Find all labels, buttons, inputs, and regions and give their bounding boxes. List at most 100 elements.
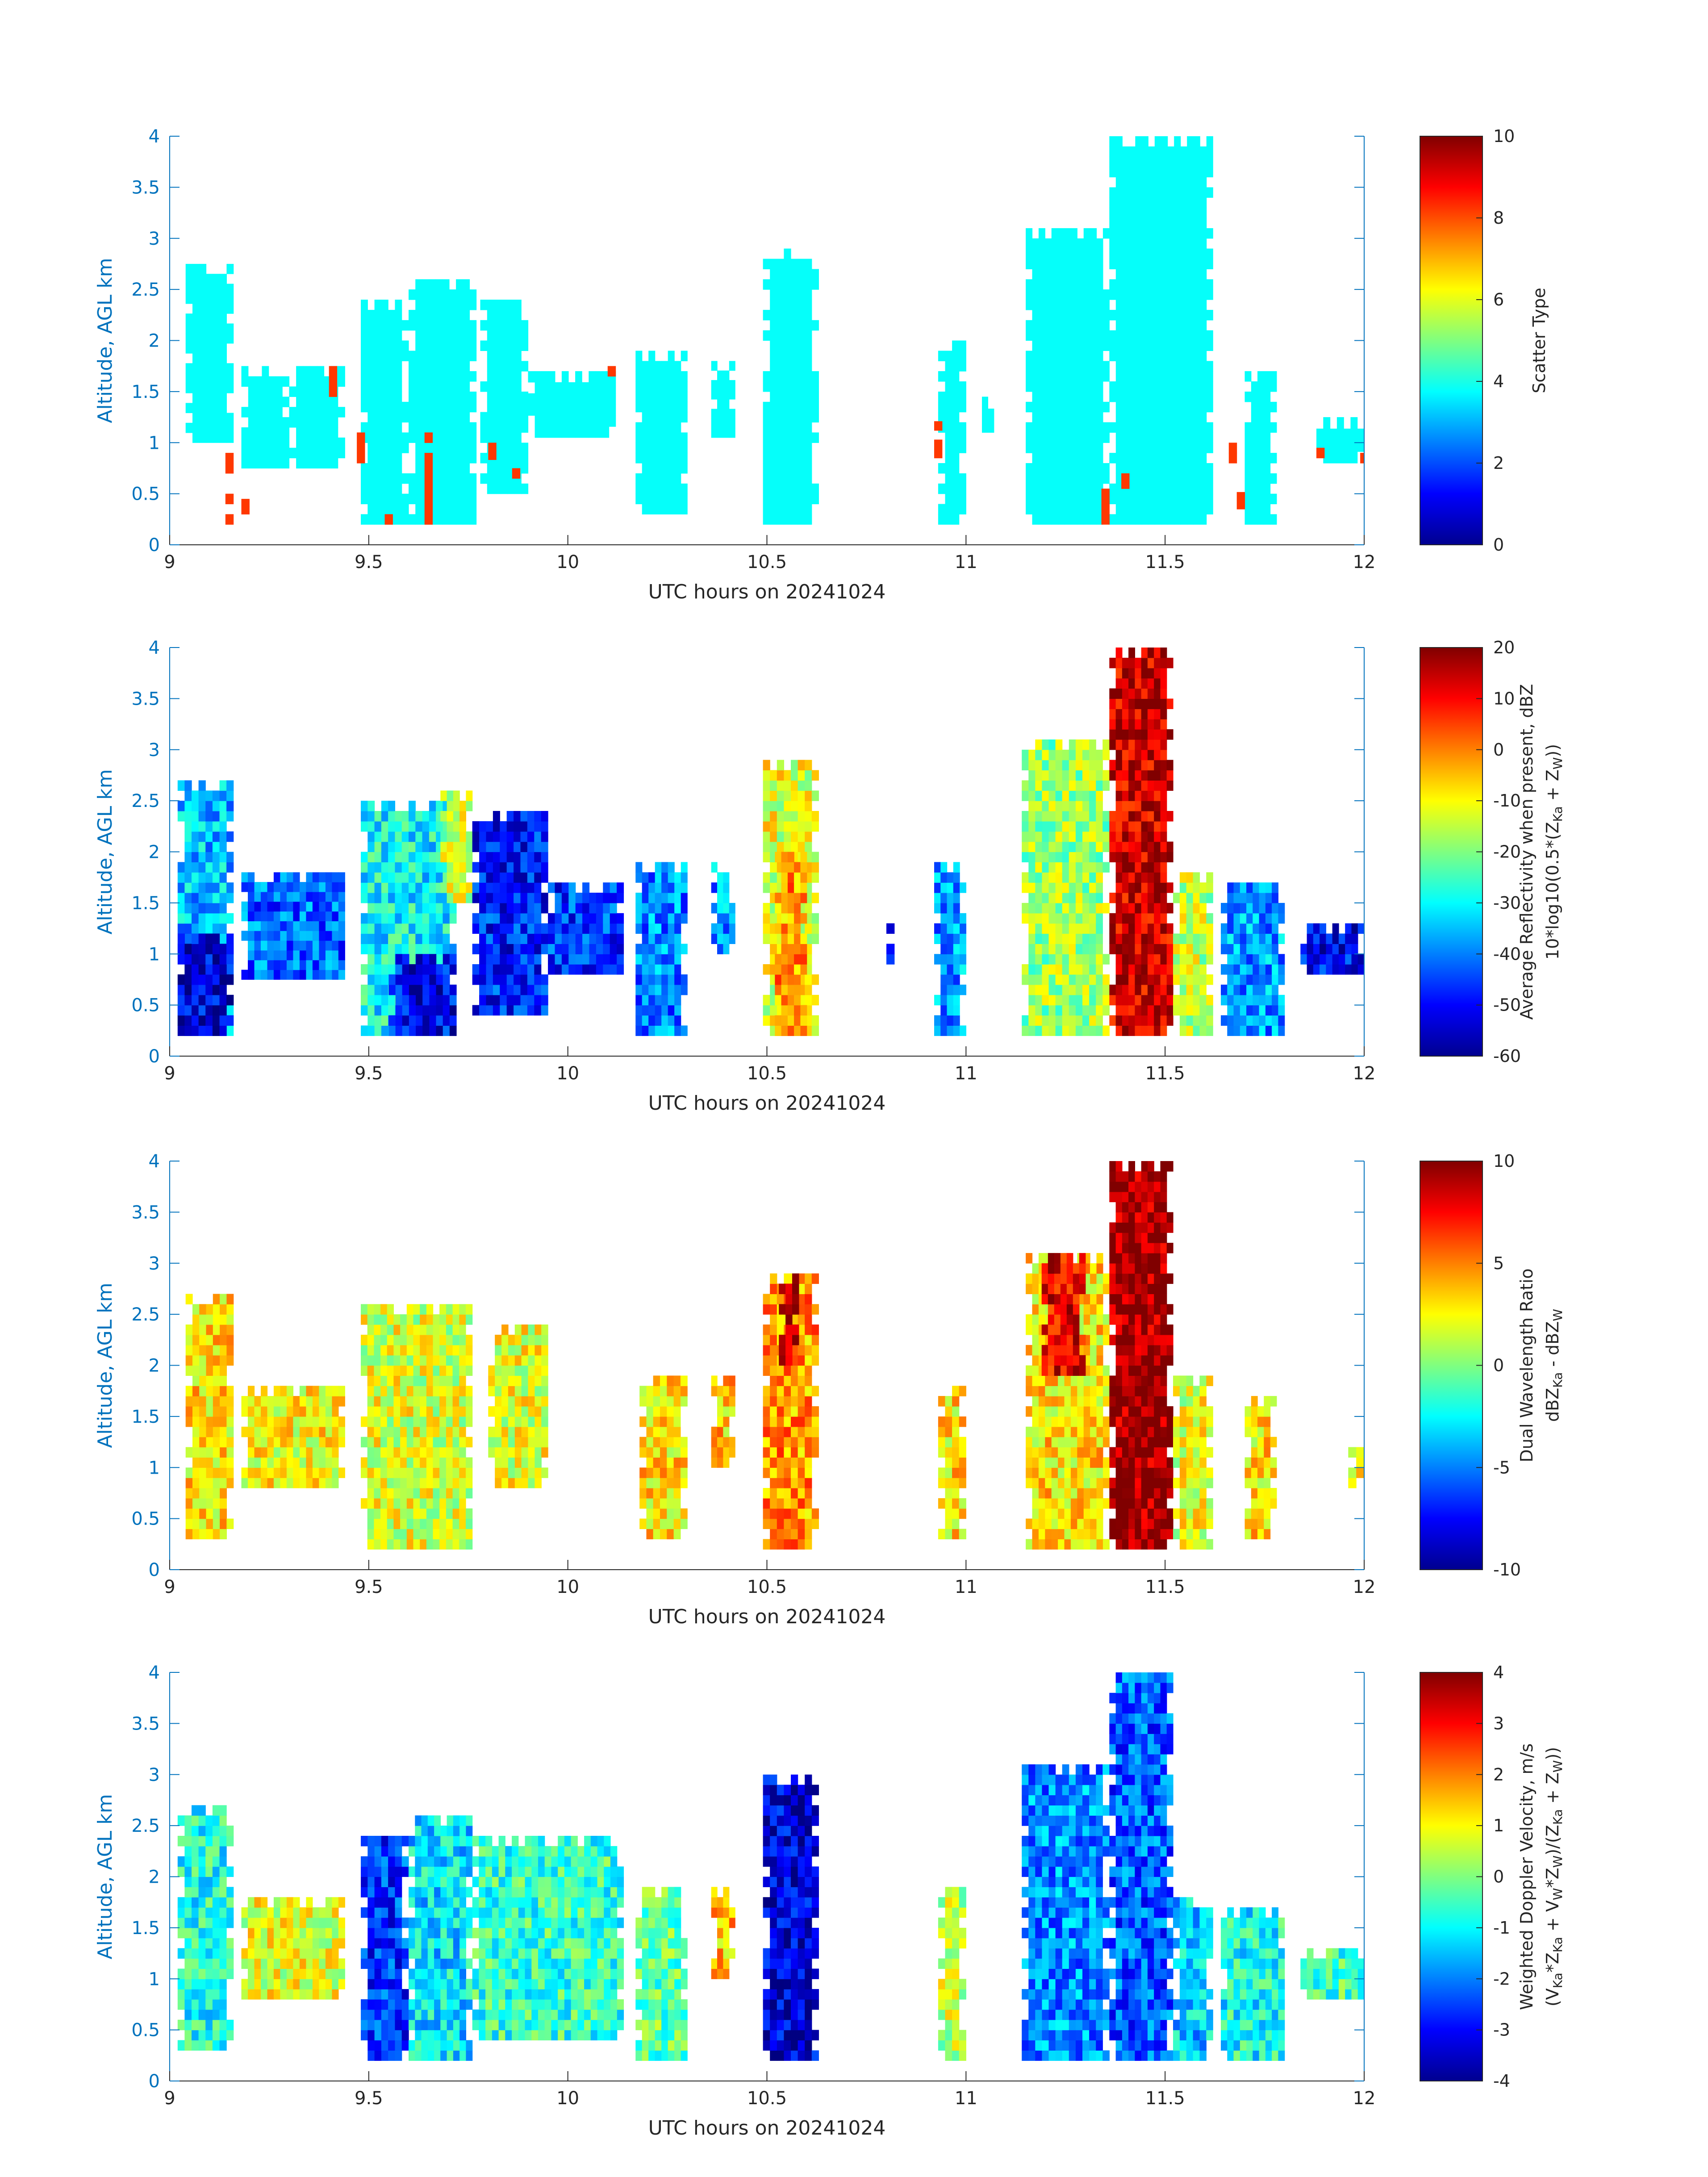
heat-cell (381, 923, 388, 934)
heat-cell (1035, 1005, 1042, 1016)
heat-cell (1055, 944, 1063, 954)
heat-cell (1200, 259, 1207, 269)
heat-cell (205, 841, 213, 852)
heat-cell (415, 514, 422, 525)
heat-cell (1227, 893, 1234, 903)
heat-cell (1161, 340, 1168, 351)
heat-cell (1147, 1015, 1154, 1026)
heat-cell (811, 994, 819, 1006)
heat-cell (1026, 504, 1033, 514)
heat-cell (1180, 330, 1187, 341)
heat-cell (319, 872, 326, 882)
x-tick-label: 10 (556, 552, 579, 572)
heat-cell (717, 399, 723, 409)
heat-cell (575, 903, 583, 914)
heat-cell (409, 821, 416, 832)
heat-cell (635, 1005, 643, 1016)
heat-cell (1167, 300, 1174, 310)
heat-cell (1115, 146, 1123, 157)
heat-cell (661, 381, 668, 392)
heat-cell (199, 284, 207, 294)
heat-cell (1148, 514, 1155, 525)
heat-cell (1270, 453, 1277, 464)
heat-cell (1141, 801, 1148, 811)
heat-cell (1187, 289, 1194, 300)
heat-cell (1193, 944, 1200, 954)
heat-cell (1154, 903, 1161, 914)
heat-cell (1186, 923, 1194, 934)
heat-cell (388, 852, 395, 862)
heat-cell (415, 361, 422, 372)
heat-cell (1083, 309, 1090, 321)
heat-cell (1135, 401, 1142, 413)
heat-cell (674, 391, 681, 402)
heat-cell (225, 493, 234, 505)
heat-cell (589, 923, 597, 934)
heat-cell (1141, 167, 1148, 178)
heat-cell (1161, 493, 1168, 505)
heat-cell (791, 351, 798, 361)
heat-cell (456, 361, 463, 372)
heat-cell (409, 862, 416, 873)
heat-cell (1167, 238, 1174, 249)
heat-cell (493, 923, 500, 934)
heat-cell (449, 984, 457, 995)
heat-cell (442, 289, 450, 300)
heat-cell (1075, 790, 1083, 801)
heat-cell (784, 463, 791, 474)
heat-cell (661, 872, 668, 883)
heat-cell (1193, 351, 1200, 361)
heat-cell (1070, 391, 1077, 402)
heat-cell (1058, 309, 1065, 321)
heat-cell (1259, 933, 1266, 944)
heat-cell (1270, 381, 1277, 392)
heat-cell (1135, 146, 1142, 157)
heat-cell (1090, 473, 1097, 484)
heat-cell (934, 933, 941, 944)
heat-cell (367, 801, 375, 811)
heat-cell (1180, 504, 1187, 514)
heat-cell (1200, 381, 1207, 392)
heat-cell (1167, 493, 1174, 505)
heat-cell (429, 974, 437, 985)
heat-cell (1240, 923, 1247, 934)
heat-cell (1038, 279, 1045, 290)
heat-cell (777, 463, 784, 474)
heat-cell (1135, 228, 1142, 239)
heat-cell (486, 933, 493, 944)
heat-cell (1135, 657, 1142, 669)
heat-cell (1022, 974, 1029, 985)
heat-cell (655, 504, 662, 514)
heat-cell (1199, 882, 1207, 893)
heat-cell (940, 882, 948, 893)
heat-cell (1141, 289, 1148, 300)
heat-cell (1070, 269, 1077, 280)
heat-cell (1102, 862, 1110, 873)
heat-cell (777, 493, 784, 505)
heat-cell (1141, 1015, 1148, 1026)
heat-cell (422, 923, 430, 934)
heat-cell (1082, 801, 1090, 811)
heat-cell (1069, 1025, 1076, 1036)
heat-cell (1038, 401, 1045, 413)
heat-cell (960, 882, 966, 893)
heat-cell (415, 831, 423, 842)
heat-cell (409, 831, 416, 842)
heat-cell (661, 453, 668, 464)
heat-cell (506, 974, 514, 985)
heat-cell (1082, 831, 1090, 842)
heat-cell (1089, 872, 1096, 883)
heat-cell (1035, 841, 1042, 852)
heat-cell (521, 330, 529, 341)
heat-cell (1051, 432, 1058, 443)
heat-cell (512, 468, 521, 479)
heat-cell (374, 473, 382, 484)
heat-cell (507, 340, 515, 351)
heat-cell (1200, 320, 1207, 331)
heat-cell (486, 841, 493, 852)
x-tick-label: 12 (1353, 1063, 1376, 1084)
heat-cell (374, 381, 382, 392)
heat-cell (1096, 238, 1103, 249)
heat-cell (332, 911, 339, 921)
heat-cell (610, 893, 617, 903)
